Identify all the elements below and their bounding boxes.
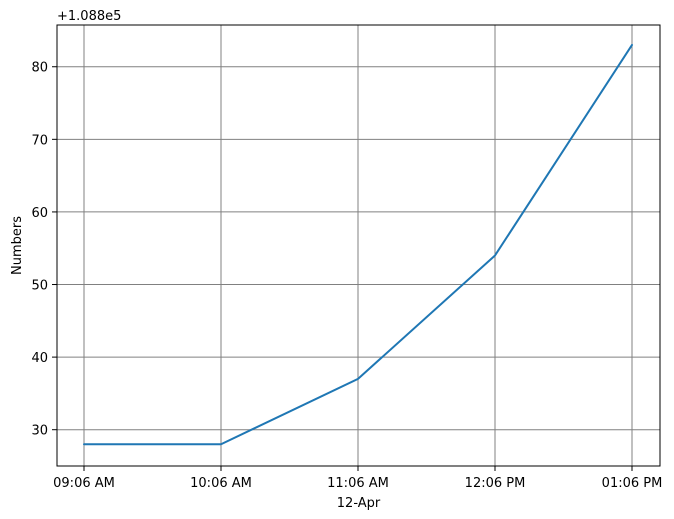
x-axis-label: 12-Apr [337,496,381,511]
y-tick-label: 30 [31,424,48,439]
x-tick-label: 12:06 PM [465,476,526,491]
x-axis-ticks: 09:06 AM 10:06 AM 11:06 AM 12:06 PM 01:06 PM [53,466,662,491]
x-tick-label: 09:06 AM [53,476,115,491]
y-axis-ticks: 30 40 50 60 70 80 [31,61,57,439]
x-tick-label: 10:06 AM [190,476,252,491]
grid-lines [57,25,660,466]
x-tick-label: 11:06 AM [327,476,389,491]
y-tick-label: 60 [31,206,48,221]
y-tick-label: 70 [31,133,48,148]
y-offset-label: +1.088e5 [57,9,121,24]
y-tick-label: 80 [31,61,48,76]
x-tick-label: 01:06 PM [602,476,663,491]
y-tick-label: 50 [31,279,48,294]
series-line [83,43,633,446]
series-layer [83,43,633,446]
y-axis-label: Numbers [10,216,25,275]
y-tick-label: 40 [31,351,48,366]
